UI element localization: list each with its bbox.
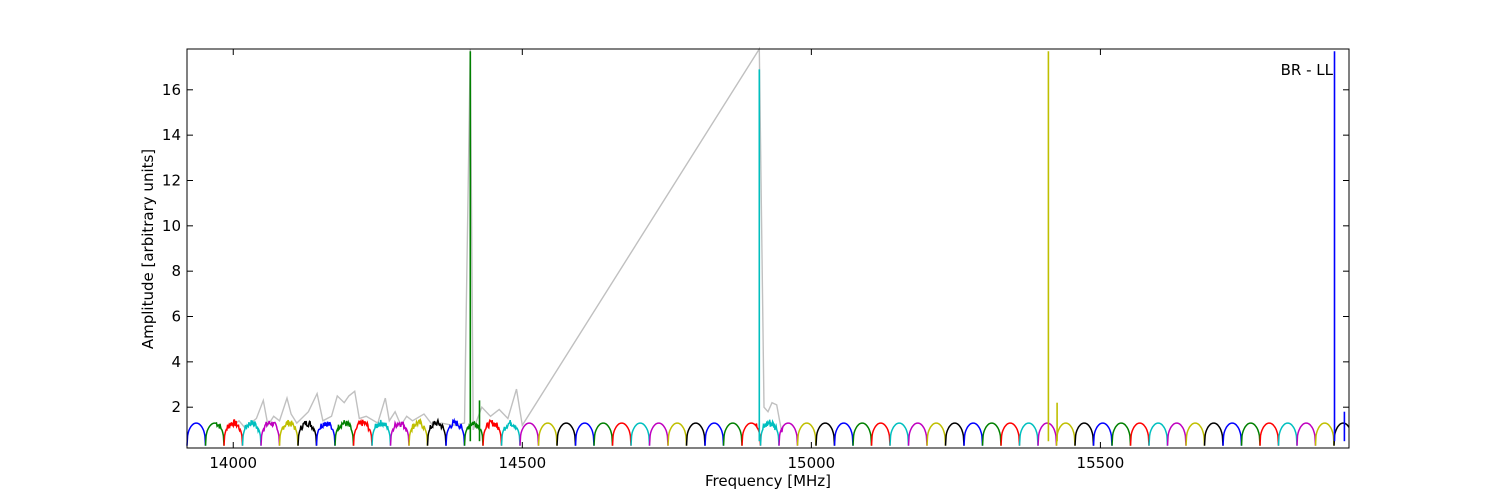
band-segment xyxy=(981,422,1002,446)
x-tick-label: 14000 xyxy=(209,454,257,472)
band-segment xyxy=(371,419,392,446)
band-segment xyxy=(1000,422,1021,446)
y-tick-label: 6 xyxy=(171,308,181,326)
x-tick-label: 15500 xyxy=(1077,454,1125,472)
band-segment xyxy=(445,417,466,446)
band-segment xyxy=(1018,422,1039,446)
band-segment xyxy=(907,422,928,446)
band-segment xyxy=(297,420,318,446)
band-segment xyxy=(630,422,651,446)
y-tick-label: 8 xyxy=(171,262,181,280)
band-segment xyxy=(537,422,558,446)
band-segment xyxy=(741,422,762,446)
band-segment xyxy=(223,419,244,446)
band-segment xyxy=(1185,422,1206,446)
background-series-line xyxy=(232,46,782,431)
band-segment xyxy=(1111,422,1132,446)
band-segment xyxy=(426,417,447,446)
band-segment xyxy=(1296,422,1317,446)
band-segment xyxy=(704,422,725,446)
band-segment xyxy=(1203,422,1224,446)
band-segment xyxy=(722,422,743,446)
band-segment xyxy=(482,418,503,446)
band-segment xyxy=(1148,422,1169,446)
band-segment xyxy=(944,422,965,446)
y-tick-label: 16 xyxy=(162,81,181,99)
band-segment xyxy=(1055,422,1076,446)
band-segment xyxy=(815,422,836,446)
band-segment xyxy=(852,422,873,446)
band-series-layer xyxy=(186,417,1350,446)
x-axis-label: Frequency [MHz] xyxy=(705,472,831,490)
band-segment xyxy=(519,422,540,446)
band-segment xyxy=(963,422,984,446)
band-segment xyxy=(1129,422,1150,446)
band-segment xyxy=(833,422,854,446)
band-segment xyxy=(889,422,910,446)
background-series-layer xyxy=(232,46,782,431)
y-tick-label: 10 xyxy=(162,217,181,235)
y-tick-label: 4 xyxy=(171,353,181,371)
band-segment xyxy=(759,418,780,446)
band-segment xyxy=(186,422,207,446)
band-segment xyxy=(556,422,577,446)
band-segment xyxy=(1314,422,1335,446)
band-segment xyxy=(611,422,632,446)
x-tick-label: 15000 xyxy=(787,454,835,472)
band-segment xyxy=(926,422,947,446)
y-tick-label: 2 xyxy=(171,398,181,416)
band-segment xyxy=(870,422,891,446)
y-tick-label: 14 xyxy=(162,126,181,144)
band-segment xyxy=(334,419,355,446)
x-tick-label: 14500 xyxy=(498,454,546,472)
band-segment xyxy=(1277,422,1298,446)
band-segment xyxy=(778,422,799,446)
band-segment xyxy=(278,419,299,446)
band-segment xyxy=(667,422,688,446)
band-segment xyxy=(315,421,336,446)
band-segment xyxy=(1092,422,1113,446)
band-segment xyxy=(1240,422,1261,446)
band-segment xyxy=(1074,422,1095,446)
band-segment xyxy=(1333,422,1350,446)
band-segment xyxy=(500,419,521,446)
tick-layer: 14000 14500 15000 15500 2 4 6 8 10 12 14 16 xyxy=(162,49,1349,472)
plot-frame xyxy=(186,48,1350,449)
y-axis-label: Amplitude [arbitrary units] xyxy=(139,149,157,349)
band-segment xyxy=(352,418,373,446)
band-segment xyxy=(574,422,595,446)
band-segment xyxy=(648,422,669,446)
plot-background xyxy=(187,49,1349,448)
chart-annotation: BR - LL xyxy=(1281,61,1334,79)
band-segment xyxy=(204,421,225,446)
band-segment xyxy=(1166,422,1187,446)
spike-layer xyxy=(469,51,1346,442)
band-segment xyxy=(241,420,262,446)
band-segment xyxy=(796,422,817,446)
band-segment xyxy=(260,420,281,446)
band-segment xyxy=(1259,422,1280,446)
band-segment xyxy=(389,420,410,446)
y-tick-label: 12 xyxy=(162,171,181,189)
band-segment xyxy=(1222,422,1243,446)
band-segment xyxy=(685,422,706,446)
band-segment xyxy=(593,422,614,446)
band-segment xyxy=(408,417,429,446)
band-segment xyxy=(1037,422,1058,446)
